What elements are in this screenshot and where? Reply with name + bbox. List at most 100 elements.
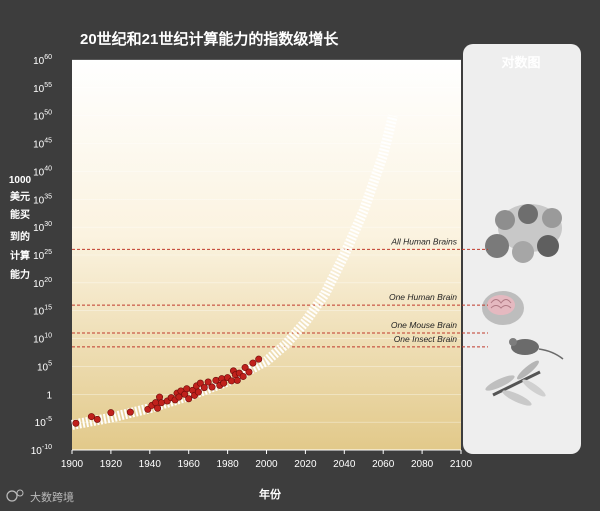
y-tick-exponent: 5 <box>48 360 52 367</box>
y-tick-base: 10 <box>35 418 47 429</box>
y-tick-base: 10 <box>33 112 45 123</box>
x-tick-label: 1980 <box>216 459 239 470</box>
y-tick-exponent: -10 <box>42 444 52 451</box>
y-tick-label: 105 <box>37 360 52 373</box>
data-point <box>87 413 95 421</box>
y-tick-exponent: 30 <box>44 221 52 228</box>
data-point <box>196 379 204 387</box>
y-tick-label: 1025 <box>33 249 52 262</box>
y-tick-exponent: 15 <box>44 305 52 312</box>
y-tick-base: 1 <box>46 390 52 401</box>
data-point <box>157 399 165 407</box>
ylabel-line-3: 到的 <box>10 230 30 243</box>
y-tick-exponent: 45 <box>44 138 52 145</box>
y-tick-label: 1040 <box>33 165 52 178</box>
data-point <box>204 378 212 386</box>
watermark-logo-icon <box>6 490 18 502</box>
data-point <box>227 377 235 385</box>
y-tick-exponent: 20 <box>44 277 52 284</box>
y-tick-base: 10 <box>33 167 45 178</box>
watermark-text: 大数跨境 <box>30 490 74 504</box>
ylabel-line-2: 能买 <box>10 208 30 221</box>
y-tick-exponent: 40 <box>44 165 52 172</box>
y-tick-exponent: 35 <box>44 193 52 200</box>
x-tick-label: 2020 <box>294 459 317 470</box>
watermark-logo-dot-icon <box>16 489 24 497</box>
y-tick-base: 10 <box>33 307 45 318</box>
x-tick-label: 1960 <box>178 459 201 470</box>
x-tick-label: 2080 <box>411 459 434 470</box>
data-point <box>154 404 162 412</box>
x-tick-label: 1940 <box>139 459 162 470</box>
x-tick-label: 1900 <box>61 459 84 470</box>
data-point <box>185 395 193 403</box>
x-axis-label: 年份 <box>259 487 282 501</box>
y-tick-base: 10 <box>31 446 43 457</box>
y-tick-base: 10 <box>33 84 45 95</box>
data-point <box>220 379 228 387</box>
y-tick-label: 1060 <box>33 54 52 67</box>
data-point <box>255 355 263 363</box>
y-tick-base: 10 <box>37 362 49 373</box>
threshold-lines: All Human Brains One Human Brain One Mouse… <box>72 236 488 348</box>
side-panel-title: 对数图 <box>501 55 540 70</box>
y-tick-base: 10 <box>33 140 45 151</box>
y-tick-exponent: 25 <box>44 249 52 256</box>
data-point <box>107 409 115 417</box>
y-tick-exponent: 50 <box>44 110 52 117</box>
ylabel-line-0: 1000 <box>9 175 32 186</box>
data-point <box>183 385 191 393</box>
y-tick-base: 10 <box>33 56 45 67</box>
mouse-icon <box>509 338 564 360</box>
data-point <box>239 372 247 380</box>
y-tick-label: 1015 <box>33 305 52 318</box>
data-point <box>194 388 202 396</box>
chart-title: 20世纪和21世纪计算能力的指数级增长 <box>80 30 339 48</box>
y-tick-exponent: 60 <box>44 54 52 61</box>
y-tick-label: 10-5 <box>35 416 52 429</box>
y-tick-label: 10-10 <box>31 444 52 457</box>
y-tick-exponent: 55 <box>44 82 52 89</box>
data-point <box>200 384 208 392</box>
data-point <box>72 419 80 427</box>
y-tick-label: 1010 <box>33 333 52 346</box>
data-point <box>175 393 183 401</box>
y-tick-label: 1030 <box>33 221 52 234</box>
data-point <box>233 376 241 384</box>
dragonfly-icon <box>485 360 546 406</box>
threshold-label: All Human Brains <box>390 236 457 246</box>
y-tick-label: 1020 <box>33 277 52 290</box>
y-tick-exponent: -5 <box>46 416 52 423</box>
ylabel-line-1: 美元 <box>10 190 30 203</box>
data-point <box>245 368 253 376</box>
data-point <box>249 359 257 367</box>
y-tick-base: 10 <box>33 279 45 290</box>
y-tick-label: 1045 <box>33 138 52 151</box>
x-tick-labels: 1900 1920 1940 1960 1980 2000 2020 2040 2060 2080… <box>61 449 473 470</box>
y-tick-base: 10 <box>33 335 45 346</box>
x-tick-label: 2100 <box>450 459 473 470</box>
y-tick-base: 10 <box>33 251 45 262</box>
y-tick-base: 10 <box>33 195 45 206</box>
data-point <box>93 415 101 423</box>
y-tick-exponent: 10 <box>44 333 52 340</box>
x-tick-label: 2040 <box>333 459 356 470</box>
x-tick-label: 2060 <box>372 459 395 470</box>
y-tick-label: 1035 <box>33 193 52 206</box>
data-points <box>72 355 263 427</box>
ylabel-line-5: 能力 <box>10 268 30 281</box>
threshold-label: One Insect Brain <box>394 334 458 344</box>
data-point <box>241 364 249 372</box>
ylabel-line-4: 计算 <box>10 249 30 262</box>
data-point <box>208 383 216 391</box>
y-tick-base: 10 <box>33 223 45 234</box>
human-brain-icon <box>482 291 524 325</box>
y-tick-labels: 1060105510501045104010351030102510201015… <box>31 54 53 457</box>
threshold-label: One Human Brain <box>389 292 457 302</box>
threshold-label: One Mouse Brain <box>391 320 457 330</box>
data-point <box>126 408 134 416</box>
y-tick-label: 1050 <box>33 110 52 123</box>
x-tick-label: 2000 <box>255 459 278 470</box>
